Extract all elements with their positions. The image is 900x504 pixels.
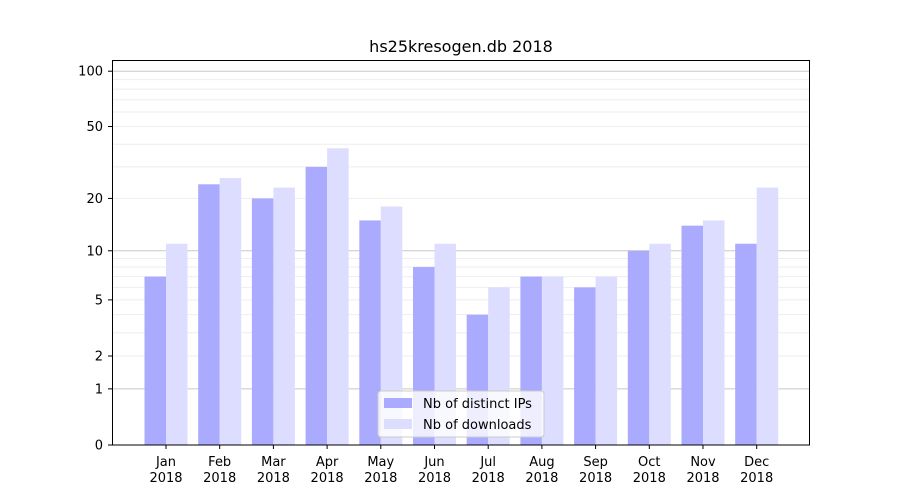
legend: Nb of distinct IPs Nb of downloads [377, 390, 545, 438]
x-tick-label: Oct [638, 455, 660, 470]
bar-downloads [166, 243, 188, 445]
x-tick-label: 2018 [740, 471, 773, 486]
plot-frame [112, 60, 810, 446]
bar-ips [144, 276, 166, 445]
x-tick-label: 2018 [418, 471, 451, 486]
legend-swatch-ips [384, 398, 412, 408]
x-tick-label: Jul [479, 455, 496, 470]
bar-downloads [541, 276, 564, 445]
bar-ips [198, 184, 220, 446]
bar-ips [359, 220, 381, 445]
x-tick-label: Mar [261, 455, 286, 470]
x-tick-label: Nov [690, 455, 716, 470]
bar-downloads [756, 187, 779, 445]
bar-ips [681, 225, 703, 445]
bar-downloads [380, 206, 403, 445]
y-tick-label: 10 [86, 244, 103, 259]
x-tick-label: 2018 [203, 471, 236, 486]
x-tick-label: Sep [583, 455, 608, 470]
bar-ips [251, 198, 274, 445]
x-tick-label: Dec [744, 455, 769, 470]
chart-title: hs25kresogen.db 2018 [369, 37, 553, 56]
legend-swatch-downloads [384, 419, 412, 429]
bar-ips [305, 166, 328, 446]
x-tick-label: Apr [316, 455, 339, 470]
x-tick-label: 2018 [579, 471, 612, 486]
x-tick-label: Feb [208, 455, 231, 470]
bar-downloads [649, 243, 671, 445]
legend-label-ips: Nb of distinct IPs [423, 397, 532, 412]
x-tick-label: 2018 [149, 471, 182, 486]
x-tick-label: 2018 [257, 471, 290, 486]
y-tick-label: 0 [95, 439, 103, 454]
x-tick-label: Aug [529, 455, 554, 470]
x-tick-label: May [367, 455, 394, 470]
bar-downloads [595, 276, 618, 445]
y-tick-label: 1 [95, 382, 103, 397]
bar-downloads [703, 220, 725, 445]
y-tick-label: 20 [86, 192, 103, 207]
bar-ips [574, 287, 596, 445]
bar-downloads [327, 148, 349, 445]
bar-downloads [219, 178, 242, 445]
x-tick-label: 2018 [525, 471, 558, 486]
bar-downloads [273, 187, 295, 445]
y-tick-label: 5 [95, 293, 103, 308]
bar-ips [735, 243, 757, 445]
x-tick-label: 2018 [311, 471, 344, 486]
x-tick-label: 2018 [686, 471, 719, 486]
x-tick-label: Jun [423, 455, 444, 470]
x-tick-label: 2018 [633, 471, 666, 486]
x-tick-label: Jan [155, 455, 176, 470]
x-tick-label: 2018 [364, 471, 397, 486]
legend-label-downloads: Nb of downloads [423, 418, 532, 433]
y-tick-label: 2 [95, 350, 103, 365]
y-tick-label: 50 [86, 120, 103, 135]
bar-ips [627, 250, 650, 445]
x-tick-label: 2018 [472, 471, 505, 486]
y-tick-label: 100 [78, 65, 103, 80]
